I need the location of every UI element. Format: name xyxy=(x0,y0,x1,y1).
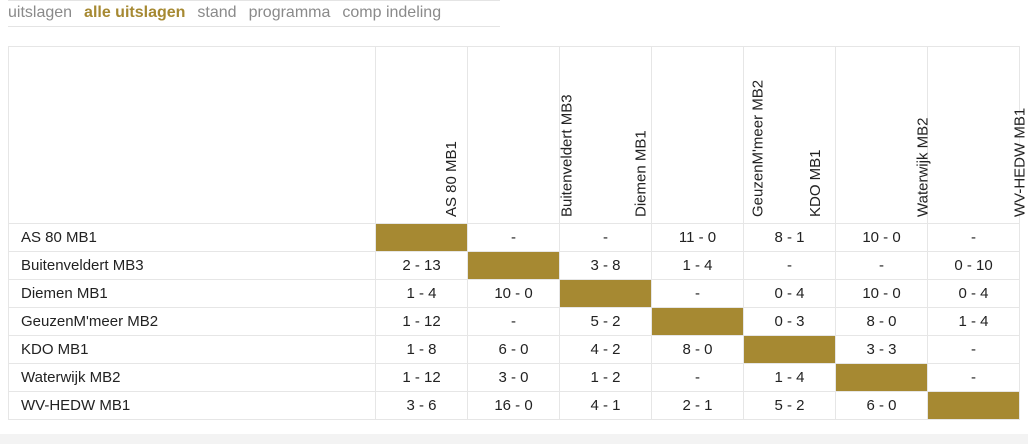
nav-link-uitslagen[interactable]: uitslagen xyxy=(8,4,73,21)
result-cell: 6 - 0 xyxy=(835,391,928,420)
self-match-cell xyxy=(651,307,744,336)
result-cell: 3 - 6 xyxy=(375,391,468,420)
column-header-as80: AS 80 MB1 xyxy=(375,46,468,224)
self-match-cell xyxy=(743,335,836,364)
result-cell: 8 - 1 xyxy=(743,223,836,252)
header-row: AS 80 MB1 Buitenveldert MB3 Diemen MB1 G… xyxy=(8,46,1028,224)
result-cell: 16 - 0 xyxy=(467,391,560,420)
result-cell: 2 - 13 xyxy=(375,251,468,280)
result-cell: 10 - 0 xyxy=(835,279,928,308)
result-cell: 1 - 4 xyxy=(375,279,468,308)
result-cell: - xyxy=(559,223,652,252)
column-header-label: WV-HEDW MB1 xyxy=(1011,107,1028,217)
row-header: Waterwijk MB2 xyxy=(8,363,376,392)
result-cell: 5 - 2 xyxy=(559,307,652,336)
result-cell: 5 - 2 xyxy=(743,391,836,420)
result-cell: 1 - 4 xyxy=(651,251,744,280)
result-cell: 2 - 1 xyxy=(651,391,744,420)
result-cell: 0 - 3 xyxy=(743,307,836,336)
result-cell: - xyxy=(651,279,744,308)
row-header: KDO MB1 xyxy=(8,335,376,364)
column-header-wvhedw: WV-HEDW MB1 xyxy=(927,46,1028,224)
sub-navigation: uitslagen alle uitslagen stand programma… xyxy=(8,0,453,26)
table-row: GeuzenM'meer MB2 1 - 12 - 5 - 2 0 - 3 8 … xyxy=(8,307,1020,336)
result-cell: 6 - 0 xyxy=(467,335,560,364)
result-cell: 8 - 0 xyxy=(651,335,744,364)
result-cell: 1 - 8 xyxy=(375,335,468,364)
result-cell: 0 - 10 xyxy=(927,251,1020,280)
self-match-cell xyxy=(835,363,928,392)
column-header-waterwijk: Waterwijk MB2 xyxy=(835,46,931,224)
result-cell: 3 - 3 xyxy=(835,335,928,364)
table-row: Waterwijk MB2 1 - 12 3 - 0 1 - 2 - 1 - 4… xyxy=(8,363,1020,392)
self-match-cell xyxy=(559,279,652,308)
result-cell: 10 - 0 xyxy=(835,223,928,252)
column-header-label: AS 80 MB1 xyxy=(442,141,460,217)
self-match-cell xyxy=(467,251,560,280)
result-cell: - xyxy=(835,251,928,280)
result-cell: 0 - 4 xyxy=(927,279,1020,308)
row-header: WV-HEDW MB1 xyxy=(8,391,376,420)
table-row: Buitenveldert MB3 2 - 13 3 - 8 1 - 4 - -… xyxy=(8,251,1020,280)
result-cell: 10 - 0 xyxy=(467,279,560,308)
results-matrix: AS 80 MB1 Buitenveldert MB3 Diemen MB1 G… xyxy=(8,46,1028,420)
table-row: AS 80 MB1 - - 11 - 0 8 - 1 10 - 0 - xyxy=(8,223,1020,252)
self-match-cell xyxy=(375,223,468,252)
result-cell: - xyxy=(743,251,836,280)
nav-bottom-divider xyxy=(8,26,500,27)
result-cell: - xyxy=(467,223,560,252)
nav-link-stand[interactable]: stand xyxy=(197,4,237,21)
result-cell: 1 - 12 xyxy=(375,307,468,336)
nav-link-alle-uitslagen[interactable]: alle uitslagen xyxy=(84,4,186,21)
result-cell: 8 - 0 xyxy=(835,307,928,336)
column-header-geuzenmeer: GeuzenM'meer MB2 xyxy=(651,46,766,224)
nav-top-divider xyxy=(8,0,500,1)
result-cell: 3 - 8 xyxy=(559,251,652,280)
table-row: KDO MB1 1 - 8 6 - 0 4 - 2 8 - 0 3 - 3 - xyxy=(8,335,1020,364)
result-cell: 4 - 2 xyxy=(559,335,652,364)
table-row: WV-HEDW MB1 3 - 6 16 - 0 4 - 1 2 - 1 5 -… xyxy=(8,391,1020,420)
result-cell: 1 - 2 xyxy=(559,363,652,392)
result-cell: - xyxy=(467,307,560,336)
result-cell: 1 - 4 xyxy=(927,307,1020,336)
result-cell: 4 - 1 xyxy=(559,391,652,420)
result-cell: 11 - 0 xyxy=(651,223,744,252)
column-header-label: KDO MB1 xyxy=(806,149,824,217)
page-footer-strip xyxy=(0,434,1028,444)
result-cell: - xyxy=(651,363,744,392)
column-header-diemen: Diemen MB1 xyxy=(559,46,652,224)
result-cell: - xyxy=(927,335,1020,364)
table-row: Diemen MB1 1 - 4 10 - 0 - 0 - 4 10 - 0 0… xyxy=(8,279,1020,308)
column-header-buitenveldert: Buitenveldert MB3 xyxy=(467,46,575,224)
nav-link-comp-indeling[interactable]: comp indeling xyxy=(342,4,442,21)
column-header-kdo: KDO MB1 xyxy=(743,46,836,224)
corner-cell xyxy=(8,46,376,224)
result-cell: 1 - 4 xyxy=(743,363,836,392)
self-match-cell xyxy=(927,391,1020,420)
result-cell: - xyxy=(927,223,1020,252)
row-header: Diemen MB1 xyxy=(8,279,376,308)
row-header: AS 80 MB1 xyxy=(8,223,376,252)
result-cell: 0 - 4 xyxy=(743,279,836,308)
nav-link-programma[interactable]: programma xyxy=(248,4,331,21)
result-cell: 1 - 12 xyxy=(375,363,468,392)
column-header-label: Diemen MB1 xyxy=(631,130,649,217)
row-header: Buitenveldert MB3 xyxy=(8,251,376,280)
row-header: GeuzenM'meer MB2 xyxy=(8,307,376,336)
result-cell: - xyxy=(927,363,1020,392)
result-cell: 3 - 0 xyxy=(467,363,560,392)
